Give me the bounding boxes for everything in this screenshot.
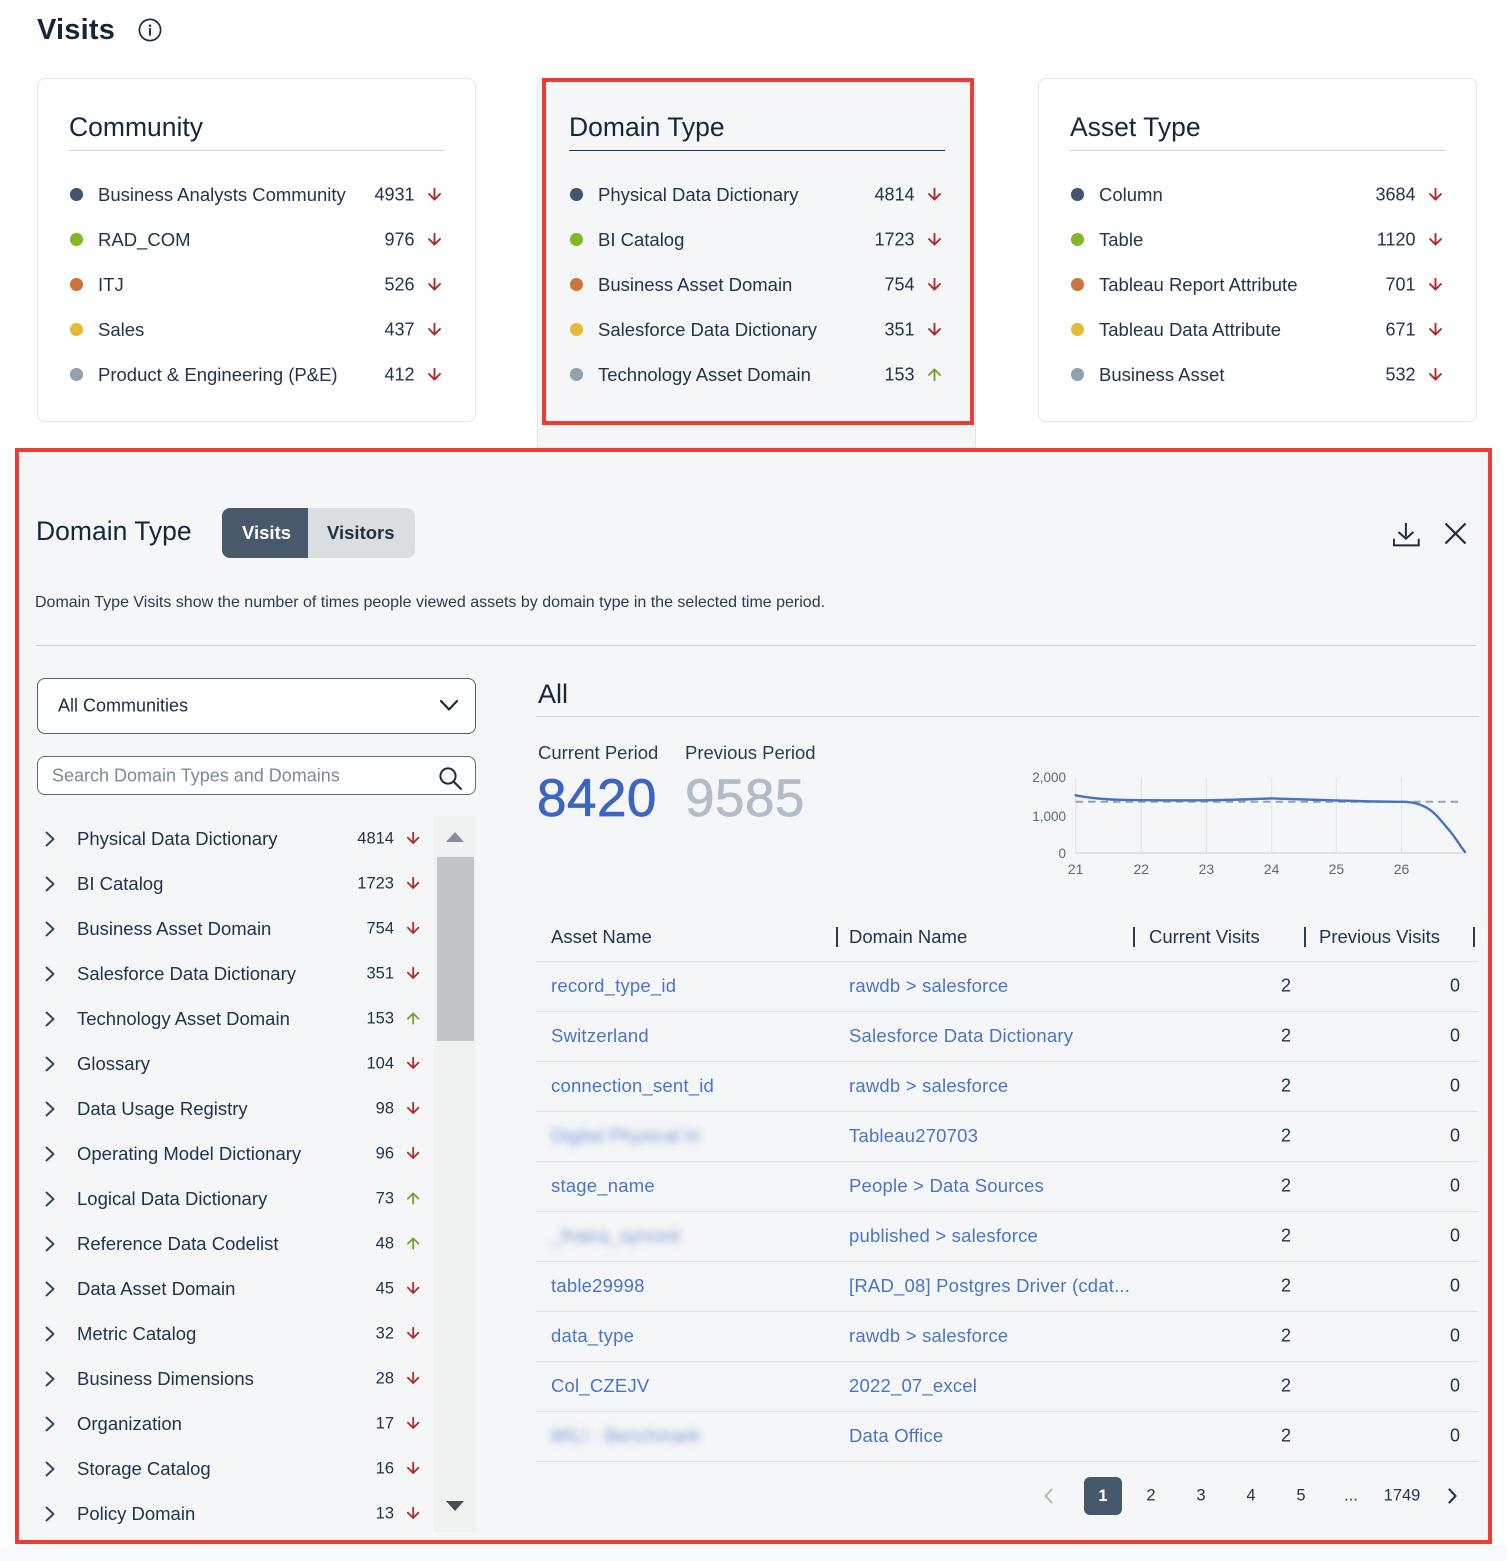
- svg-text:22: 22: [1134, 861, 1150, 877]
- svg-text:25: 25: [1329, 861, 1345, 877]
- svg-text:1,000: 1,000: [1032, 809, 1066, 824]
- svg-text:21: 21: [1068, 861, 1084, 877]
- svg-text:24: 24: [1264, 861, 1280, 877]
- svg-text:0: 0: [1058, 846, 1066, 861]
- svg-text:2,000: 2,000: [1032, 770, 1066, 785]
- svg-text:26: 26: [1394, 861, 1410, 877]
- svg-text:23: 23: [1199, 861, 1215, 877]
